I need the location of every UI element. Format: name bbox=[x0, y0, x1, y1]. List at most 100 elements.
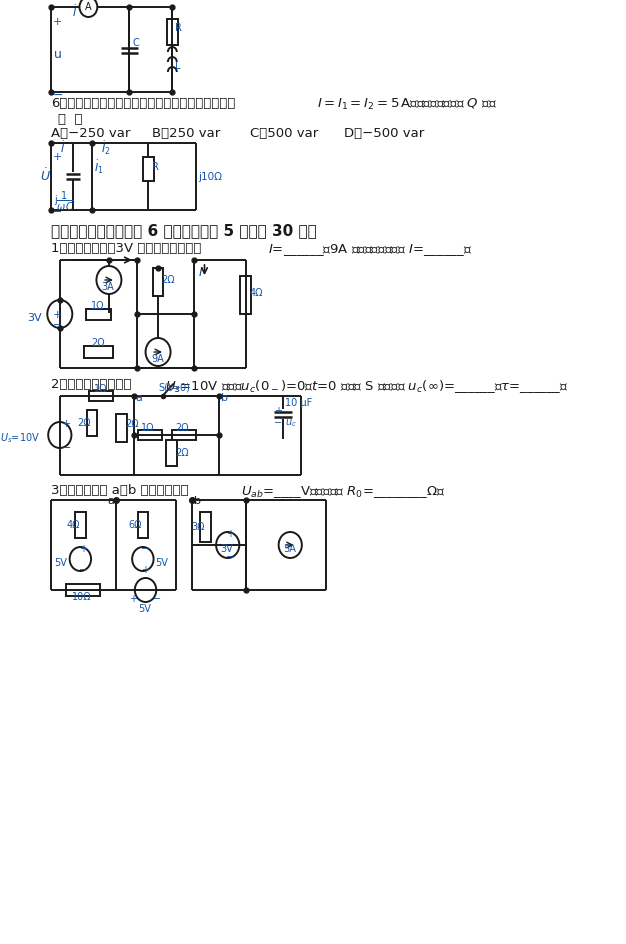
Text: 3V: 3V bbox=[28, 313, 42, 323]
Text: 10 μF: 10 μF bbox=[285, 398, 312, 408]
Text: $U_s$=10V: $U_s$=10V bbox=[0, 431, 40, 445]
Text: a: a bbox=[108, 496, 115, 506]
Text: u: u bbox=[54, 48, 61, 61]
Text: 2Ω: 2Ω bbox=[175, 448, 188, 458]
Bar bbox=[75, 512, 86, 538]
Text: 9A: 9A bbox=[151, 354, 163, 364]
Text: I: I bbox=[199, 266, 203, 279]
Text: 6．图示正弦交流电路中，若各电流有效值相等，即: 6．图示正弦交流电路中，若各电流有效值相等，即 bbox=[51, 97, 235, 110]
Text: b: b bbox=[194, 496, 201, 506]
Circle shape bbox=[146, 338, 170, 366]
Text: 3．图示电路中 a、b 间的开路电压: 3．图示电路中 a、b 间的开路电压 bbox=[51, 484, 193, 497]
Circle shape bbox=[135, 578, 156, 602]
Text: $U_s$=10V 不变，$u_c(0_-)$=0，$t$=0 时开关 S 闭合。则 $u_c(\infty)$=______，$\tau$=______。: $U_s$=10V 不变，$u_c(0_-)$=0，$t$=0 时开关 S 闭合… bbox=[165, 378, 568, 395]
Text: R: R bbox=[151, 162, 158, 172]
Text: −: − bbox=[53, 320, 62, 330]
Circle shape bbox=[216, 532, 239, 558]
Text: 5A: 5A bbox=[283, 544, 296, 554]
Text: −: − bbox=[274, 418, 282, 428]
Text: $\dot{I}$: $\dot{I}$ bbox=[73, 4, 77, 19]
Text: $\dot{I}_2$: $\dot{I}_2$ bbox=[101, 140, 110, 157]
Text: $\dot{U}$: $\dot{U}$ bbox=[40, 167, 51, 183]
Text: −: − bbox=[141, 544, 149, 554]
Text: 5V: 5V bbox=[138, 604, 151, 614]
Bar bbox=[86, 410, 97, 436]
Text: 2Ω: 2Ω bbox=[91, 338, 105, 348]
Circle shape bbox=[96, 266, 121, 294]
Text: 1．图示电路中，3V 电压源单独作用时: 1．图示电路中，3V 电压源单独作用时 bbox=[51, 242, 205, 255]
Text: +: + bbox=[53, 152, 62, 162]
Bar bbox=[90, 391, 113, 401]
Text: 2Ω: 2Ω bbox=[125, 419, 138, 429]
Bar bbox=[143, 157, 153, 181]
Text: $I = I_1 = I_2 = 5\,$A，则电路无功功率 $Q$ 等于: $I = I_1 = I_2 = 5\,$A，则电路无功功率 $Q$ 等于 bbox=[317, 97, 497, 112]
Text: A: A bbox=[85, 2, 91, 12]
Text: 2．下图所示电路中，: 2．下图所示电路中， bbox=[51, 378, 131, 391]
Bar bbox=[138, 512, 148, 538]
Text: −: − bbox=[53, 89, 63, 102]
Text: −: − bbox=[226, 552, 234, 562]
Text: +: + bbox=[79, 544, 86, 554]
Text: +: + bbox=[53, 310, 62, 320]
Bar bbox=[172, 430, 195, 440]
Bar bbox=[138, 430, 162, 440]
Text: 10Ω: 10Ω bbox=[73, 592, 92, 602]
Text: D．−500 var: D．−500 var bbox=[344, 127, 424, 140]
Bar bbox=[86, 309, 111, 319]
Text: $U_{ab}$=____V；等效电阻 $R_0$=________Ω。: $U_{ab}$=____V；等效电阻 $R_0$=________Ω。 bbox=[241, 484, 445, 500]
Text: 2Ω: 2Ω bbox=[78, 418, 91, 428]
Bar bbox=[66, 584, 100, 596]
Text: +: + bbox=[130, 594, 138, 604]
Circle shape bbox=[80, 0, 97, 17]
Text: +: + bbox=[274, 406, 282, 416]
Text: $I$=______；9A 电流源单独作用时 $I$=______。: $I$=______；9A 电流源单独作用时 $I$=______。 bbox=[268, 242, 472, 258]
Text: −: − bbox=[79, 565, 86, 575]
Text: −: − bbox=[61, 443, 71, 453]
Text: C．500 var: C．500 var bbox=[250, 127, 318, 140]
Text: 5V: 5V bbox=[54, 558, 67, 568]
Text: +: + bbox=[61, 419, 71, 429]
Text: 二、填空题（本大题共 6 小题，每小题 5 分，共 30 分）: 二、填空题（本大题共 6 小题，每小题 5 分，共 30 分） bbox=[51, 223, 317, 238]
Text: −: − bbox=[153, 594, 161, 604]
Text: A．−250 var: A．−250 var bbox=[51, 127, 130, 140]
Text: C: C bbox=[132, 38, 139, 48]
Text: b: b bbox=[220, 393, 228, 403]
Text: a: a bbox=[136, 393, 143, 403]
Text: +: + bbox=[226, 529, 234, 539]
Bar bbox=[116, 414, 127, 442]
Text: 3V: 3V bbox=[220, 544, 233, 554]
Text: 2Ω: 2Ω bbox=[175, 423, 188, 433]
Text: B．250 var: B．250 var bbox=[151, 127, 220, 140]
Text: 3A: 3A bbox=[102, 282, 115, 292]
Circle shape bbox=[48, 300, 73, 328]
Text: j$\dfrac{1}{\omega C}$: j$\dfrac{1}{\omega C}$ bbox=[54, 190, 73, 213]
Text: −: − bbox=[53, 207, 62, 217]
Bar bbox=[200, 512, 211, 542]
Circle shape bbox=[279, 532, 302, 558]
Text: $\dot{I}$: $\dot{I}$ bbox=[60, 140, 65, 156]
Text: +: + bbox=[53, 17, 62, 27]
Text: 3Ω: 3Ω bbox=[191, 522, 205, 532]
Text: $u_c$: $u_c$ bbox=[285, 417, 297, 429]
Text: （  ）: （ ） bbox=[58, 113, 83, 126]
Text: 1Ω: 1Ω bbox=[91, 301, 105, 311]
Text: 1Ω: 1Ω bbox=[94, 384, 107, 394]
Text: S(t=0): S(t=0) bbox=[158, 382, 190, 392]
Text: j10Ω: j10Ω bbox=[198, 172, 222, 182]
Circle shape bbox=[132, 547, 153, 571]
Bar bbox=[167, 19, 178, 45]
Text: 1Ω: 1Ω bbox=[141, 423, 155, 433]
Circle shape bbox=[69, 547, 91, 571]
Circle shape bbox=[48, 422, 71, 448]
Text: 4Ω: 4Ω bbox=[66, 520, 80, 530]
Text: 2Ω: 2Ω bbox=[162, 275, 175, 285]
Text: 6Ω: 6Ω bbox=[128, 520, 142, 530]
Bar bbox=[240, 276, 251, 314]
Text: 4Ω: 4Ω bbox=[249, 288, 263, 298]
Text: L: L bbox=[175, 61, 180, 71]
Bar bbox=[166, 440, 177, 466]
Text: $\dot{I}_1$: $\dot{I}_1$ bbox=[94, 159, 103, 177]
Text: +: + bbox=[141, 565, 149, 575]
Text: R: R bbox=[175, 23, 182, 33]
Bar bbox=[84, 346, 113, 358]
